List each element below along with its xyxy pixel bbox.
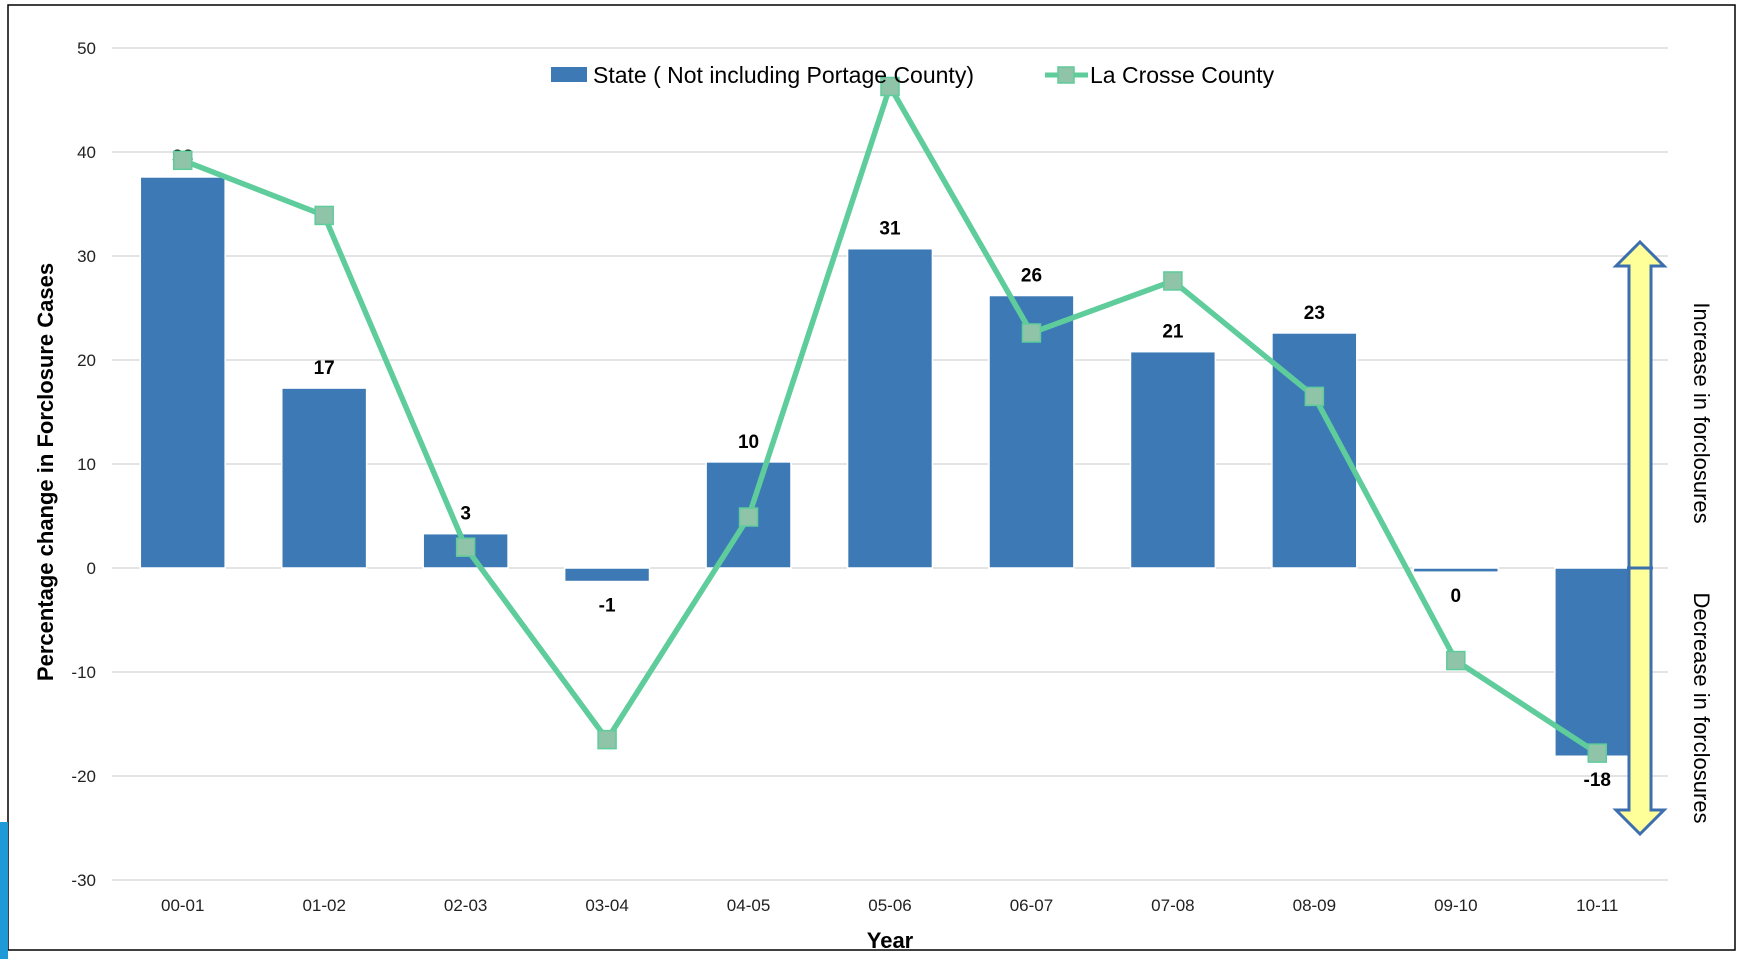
line-point [597, 729, 617, 750]
grid-lines [112, 47, 1668, 881]
line-point [314, 205, 334, 226]
line-series [172, 76, 1608, 763]
y-tick-label: 40 [77, 143, 96, 162]
bar-data-label: 26 [1021, 266, 1042, 287]
y-tick-label: 10 [77, 455, 96, 474]
bar-data-label: -1 [599, 596, 616, 617]
y-tick-label: 30 [77, 247, 96, 266]
bar [139, 176, 226, 569]
legend-label-lacrosse: La Crosse County [1090, 62, 1275, 88]
legend-swatch-state [551, 67, 587, 82]
line-point [1446, 650, 1466, 671]
bar-series [139, 176, 1641, 757]
x-tick-label: 07-08 [1151, 896, 1194, 915]
x-axis-title: Year [867, 928, 914, 953]
line-point [1304, 386, 1325, 407]
bar-data-label: 23 [1304, 303, 1325, 324]
y-tick-label: 0 [87, 559, 96, 578]
increase-annotation: Increase in forclosures [1689, 302, 1714, 523]
line-point [1587, 743, 1608, 763]
bar-data-label: 3 [460, 504, 471, 525]
y-axis-title: Percentage change in Forclosure Cases [33, 263, 58, 681]
bar-data-label: 17 [314, 358, 335, 379]
bar [1129, 350, 1217, 569]
slide-accent [0, 822, 8, 959]
x-tick-label: 02-03 [444, 896, 487, 915]
line-point [738, 507, 759, 527]
bar [280, 387, 368, 569]
x-tick-label: 01-02 [302, 896, 345, 915]
y-tick-label: -30 [71, 871, 96, 890]
y-tick-label: 50 [77, 39, 96, 58]
bar [846, 247, 934, 569]
y-tick-label: -20 [71, 767, 96, 786]
line-point [172, 150, 193, 171]
legend-label-state: State ( Not including Portage County) [593, 62, 974, 88]
bar-data-label: 31 [879, 219, 901, 240]
y-tick-labels: 50 40 30 20 10 0 -10 -20 -30 [71, 39, 96, 890]
x-tick-label: 00-01 [161, 896, 204, 915]
x-tick-label: 04-05 [727, 896, 770, 915]
bar-data-label: 0 [1451, 586, 1462, 607]
bar [1412, 567, 1500, 573]
x-tick-labels: 00-01 01-02 02-03 03-04 04-05 05-06 06-07 07-08… [161, 896, 1618, 915]
bar [563, 567, 651, 583]
decrease-annotation: Decrease in forclosures [1689, 592, 1714, 823]
line-point [880, 76, 900, 97]
legend-marker-lacrosse [1057, 66, 1075, 84]
x-tick-label: 09-10 [1434, 896, 1477, 915]
y-tick-label: 20 [77, 351, 96, 370]
line-point [1021, 323, 1042, 343]
bar-data-label: 21 [1162, 322, 1184, 343]
increase-decrease-arrow: Increase in forclosures Decrease in forc… [1612, 239, 1714, 837]
legend: State ( Not including Portage County) La… [551, 62, 1275, 88]
line-point [455, 537, 476, 557]
x-tick-label: 06-07 [1010, 896, 1053, 915]
bar-data-label: -18 [1584, 770, 1611, 791]
chart-border [7, 4, 1736, 951]
line-point [1163, 271, 1183, 291]
double-arrow-icon [1612, 239, 1668, 837]
x-tick-label: 08-09 [1293, 896, 1336, 915]
x-tick-label: 03-04 [585, 896, 628, 915]
x-tick-label: 05-06 [868, 896, 911, 915]
bar-data-label: 10 [738, 432, 759, 453]
bar [1554, 567, 1641, 757]
x-tick-label: 10-11 [1576, 896, 1618, 915]
y-tick-label: -10 [71, 663, 96, 682]
